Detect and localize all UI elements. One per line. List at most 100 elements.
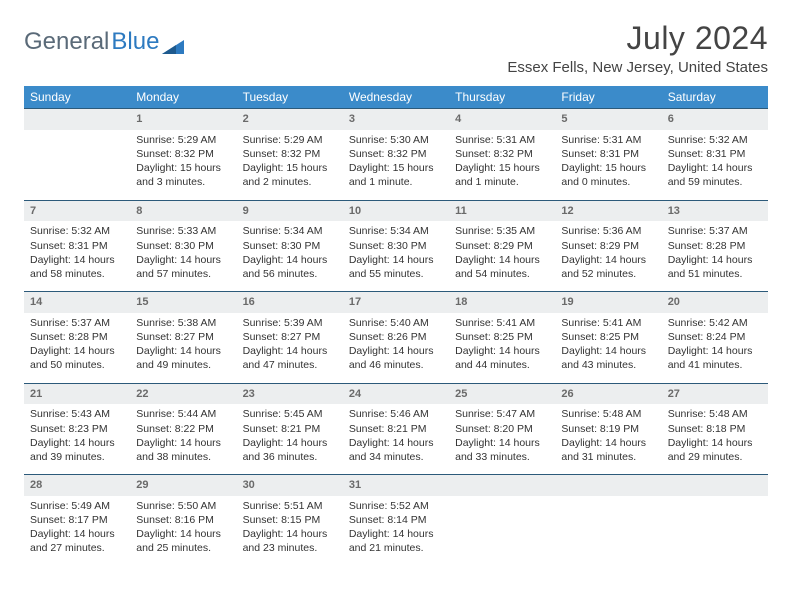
day-number bbox=[555, 474, 661, 496]
day-number-row: 28293031 bbox=[24, 474, 768, 496]
sunrise-text: Sunrise: 5:52 AM bbox=[349, 499, 443, 513]
sunrise-text: Sunrise: 5:44 AM bbox=[136, 407, 230, 421]
brand-part2: Blue bbox=[111, 28, 159, 56]
day-content-row: Sunrise: 5:43 AMSunset: 8:23 PM Daylight:… bbox=[24, 404, 768, 474]
day-number: 4 bbox=[449, 108, 555, 130]
sunset-text: Sunset: 8:21 PM bbox=[243, 422, 337, 436]
day-number: 25 bbox=[449, 383, 555, 405]
sunrise-text: Sunrise: 5:39 AM bbox=[243, 316, 337, 330]
logo-triangle-icon bbox=[162, 33, 184, 51]
day-cell: Sunrise: 5:39 AMSunset: 8:27 PMDaylight:… bbox=[237, 313, 343, 383]
day-number: 19 bbox=[555, 291, 661, 313]
day-cell: Sunrise: 5:32 AMSunset: 8:31 PMDaylight:… bbox=[662, 130, 768, 200]
day-cell bbox=[24, 130, 130, 200]
day-cell: Sunrise: 5:43 AMSunset: 8:23 PMDaylight:… bbox=[24, 404, 130, 474]
day-cell: Sunrise: 5:40 AMSunset: 8:26 PMDaylight:… bbox=[343, 313, 449, 383]
day-cell bbox=[555, 496, 661, 566]
daylight-text: Daylight: 14 hours and 34 minutes. bbox=[349, 436, 443, 464]
daylight-text: Daylight: 14 hours and 31 minutes. bbox=[561, 436, 655, 464]
sunset-text: Sunset: 8:19 PM bbox=[561, 422, 655, 436]
calendar-header-row: SundayMondayTuesdayWednesdayThursdayFrid… bbox=[24, 86, 768, 108]
sunset-text: Sunset: 8:17 PM bbox=[30, 513, 124, 527]
day-number: 16 bbox=[237, 291, 343, 313]
daylight-text: Daylight: 15 hours and 1 minute. bbox=[455, 161, 549, 189]
sunrise-text: Sunrise: 5:41 AM bbox=[455, 316, 549, 330]
sunrise-text: Sunrise: 5:46 AM bbox=[349, 407, 443, 421]
weekday-header: Monday bbox=[130, 86, 236, 108]
sunrise-text: Sunrise: 5:41 AM bbox=[561, 316, 655, 330]
sunset-text: Sunset: 8:27 PM bbox=[243, 330, 337, 344]
day-cell: Sunrise: 5:52 AMSunset: 8:14 PMDaylight:… bbox=[343, 496, 449, 566]
daylight-text: Daylight: 14 hours and 21 minutes. bbox=[349, 527, 443, 555]
sunset-text: Sunset: 8:22 PM bbox=[136, 422, 230, 436]
weekday-header: Thursday bbox=[449, 86, 555, 108]
sunrise-text: Sunrise: 5:34 AM bbox=[349, 224, 443, 238]
day-number: 8 bbox=[130, 200, 236, 222]
day-cell: Sunrise: 5:44 AMSunset: 8:22 PMDaylight:… bbox=[130, 404, 236, 474]
month-title: July 2024 bbox=[507, 20, 768, 57]
daylight-text: Daylight: 14 hours and 52 minutes. bbox=[561, 253, 655, 281]
day-cell: Sunrise: 5:31 AMSunset: 8:31 PMDaylight:… bbox=[555, 130, 661, 200]
daylight-text: Daylight: 14 hours and 29 minutes. bbox=[668, 436, 762, 464]
sunset-text: Sunset: 8:18 PM bbox=[668, 422, 762, 436]
daylight-text: Daylight: 14 hours and 46 minutes. bbox=[349, 344, 443, 372]
sunset-text: Sunset: 8:32 PM bbox=[243, 147, 337, 161]
sunset-text: Sunset: 8:28 PM bbox=[30, 330, 124, 344]
daylight-text: Daylight: 14 hours and 44 minutes. bbox=[455, 344, 549, 372]
sunset-text: Sunset: 8:21 PM bbox=[349, 422, 443, 436]
day-number: 22 bbox=[130, 383, 236, 405]
sunset-text: Sunset: 8:28 PM bbox=[668, 239, 762, 253]
weekday-header: Friday bbox=[555, 86, 661, 108]
day-cell: Sunrise: 5:37 AMSunset: 8:28 PMDaylight:… bbox=[24, 313, 130, 383]
day-number: 13 bbox=[662, 200, 768, 222]
day-number: 10 bbox=[343, 200, 449, 222]
sunrise-text: Sunrise: 5:45 AM bbox=[243, 407, 337, 421]
sunrise-text: Sunrise: 5:35 AM bbox=[455, 224, 549, 238]
day-content-row: Sunrise: 5:49 AMSunset: 8:17 PMDaylight:… bbox=[24, 496, 768, 566]
day-number bbox=[662, 474, 768, 496]
daylight-text: Daylight: 14 hours and 27 minutes. bbox=[30, 527, 124, 555]
daylight-text: Daylight: 15 hours and 2 minutes. bbox=[243, 161, 337, 189]
daylight-text: Daylight: 15 hours and 0 minutes. bbox=[561, 161, 655, 189]
sunrise-text: Sunrise: 5:37 AM bbox=[668, 224, 762, 238]
day-number: 28 bbox=[24, 474, 130, 496]
day-cell: Sunrise: 5:32 AMSunset: 8:31 PMDaylight:… bbox=[24, 221, 130, 291]
day-number: 14 bbox=[24, 291, 130, 313]
day-cell: Sunrise: 5:41 AMSunset: 8:25 PMDaylight:… bbox=[555, 313, 661, 383]
day-cell: Sunrise: 5:49 AMSunset: 8:17 PMDaylight:… bbox=[24, 496, 130, 566]
sunset-text: Sunset: 8:32 PM bbox=[136, 147, 230, 161]
day-cell: Sunrise: 5:38 AMSunset: 8:27 PMDaylight:… bbox=[130, 313, 236, 383]
sunset-text: Sunset: 8:23 PM bbox=[30, 422, 124, 436]
sunset-text: Sunset: 8:32 PM bbox=[455, 147, 549, 161]
sunrise-text: Sunrise: 5:48 AM bbox=[668, 407, 762, 421]
sunset-text: Sunset: 8:20 PM bbox=[455, 422, 549, 436]
day-cell: Sunrise: 5:46 AMSunset: 8:21 PMDaylight:… bbox=[343, 404, 449, 474]
day-number-row: 21222324252627 bbox=[24, 383, 768, 405]
day-cell: Sunrise: 5:41 AMSunset: 8:25 PMDaylight:… bbox=[449, 313, 555, 383]
sunset-text: Sunset: 8:16 PM bbox=[136, 513, 230, 527]
day-number: 1 bbox=[130, 108, 236, 130]
day-number: 20 bbox=[662, 291, 768, 313]
sunrise-text: Sunrise: 5:29 AM bbox=[136, 133, 230, 147]
day-cell: Sunrise: 5:33 AMSunset: 8:30 PMDaylight:… bbox=[130, 221, 236, 291]
day-cell: Sunrise: 5:29 AMSunset: 8:32 PMDaylight:… bbox=[237, 130, 343, 200]
day-cell bbox=[449, 496, 555, 566]
day-cell bbox=[662, 496, 768, 566]
brand-part1: General bbox=[24, 28, 109, 56]
daylight-text: Daylight: 14 hours and 23 minutes. bbox=[243, 527, 337, 555]
sunrise-text: Sunrise: 5:43 AM bbox=[30, 407, 124, 421]
sunrise-text: Sunrise: 5:49 AM bbox=[30, 499, 124, 513]
sunset-text: Sunset: 8:27 PM bbox=[136, 330, 230, 344]
day-cell: Sunrise: 5:48 AMSunset: 8:19 PMDaylight:… bbox=[555, 404, 661, 474]
day-cell: Sunrise: 5:45 AMSunset: 8:21 PMDaylight:… bbox=[237, 404, 343, 474]
sunrise-text: Sunrise: 5:42 AM bbox=[668, 316, 762, 330]
day-number bbox=[24, 108, 130, 130]
sunset-text: Sunset: 8:30 PM bbox=[243, 239, 337, 253]
daylight-text: Daylight: 14 hours and 47 minutes. bbox=[243, 344, 337, 372]
day-content-row: Sunrise: 5:32 AMSunset: 8:31 PMDaylight:… bbox=[24, 221, 768, 291]
sunrise-text: Sunrise: 5:47 AM bbox=[455, 407, 549, 421]
daylight-text: Daylight: 14 hours and 55 minutes. bbox=[349, 253, 443, 281]
daylight-text: Daylight: 14 hours and 43 minutes. bbox=[561, 344, 655, 372]
day-number: 23 bbox=[237, 383, 343, 405]
day-number: 7 bbox=[24, 200, 130, 222]
